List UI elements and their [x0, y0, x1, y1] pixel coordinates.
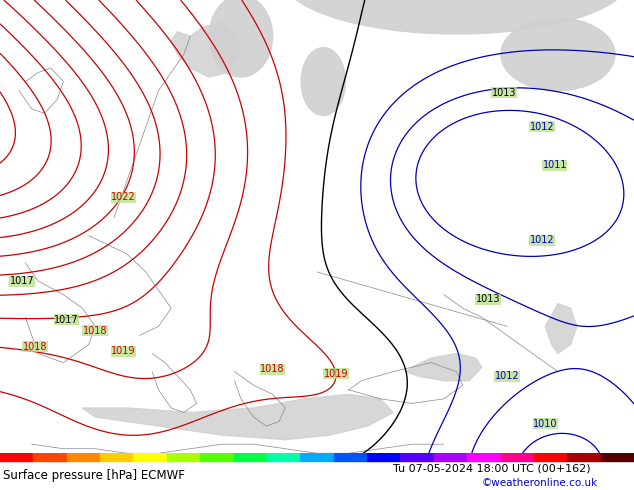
Bar: [434, 453, 467, 461]
Text: 1017: 1017: [55, 315, 79, 324]
Ellipse shape: [301, 48, 346, 116]
Bar: [233, 453, 267, 461]
Text: 1012: 1012: [530, 235, 554, 245]
Bar: [301, 453, 333, 461]
Text: 1017: 1017: [10, 276, 34, 286]
Text: 1011: 1011: [543, 160, 567, 171]
Polygon shape: [545, 304, 577, 354]
Bar: [401, 453, 434, 461]
Text: 1013: 1013: [476, 294, 500, 304]
Bar: [600, 453, 634, 461]
Bar: [367, 453, 401, 461]
Text: 1012: 1012: [530, 122, 554, 132]
Polygon shape: [171, 23, 241, 77]
Bar: [0, 453, 34, 461]
Bar: [500, 453, 534, 461]
Text: Tu 07-05-2024 18:00 UTC (00+162): Tu 07-05-2024 18:00 UTC (00+162): [393, 464, 591, 474]
Text: Surface pressure [hPa] ECMWF: Surface pressure [hPa] ECMWF: [3, 469, 185, 482]
Bar: [134, 453, 167, 461]
Bar: [333, 453, 367, 461]
Text: 1012: 1012: [495, 371, 519, 381]
Text: ©weatheronline.co.uk: ©weatheronline.co.uk: [482, 478, 598, 489]
Ellipse shape: [209, 0, 273, 77]
Bar: [67, 453, 100, 461]
Text: 1010: 1010: [533, 419, 557, 429]
Text: 1018: 1018: [23, 342, 47, 352]
Bar: [534, 453, 567, 461]
Bar: [467, 453, 500, 461]
Text: 1019: 1019: [112, 346, 136, 356]
Bar: [167, 453, 200, 461]
Ellipse shape: [501, 18, 615, 91]
Text: 1018: 1018: [261, 365, 285, 374]
Text: 1019: 1019: [324, 369, 348, 379]
Bar: [267, 453, 301, 461]
Polygon shape: [406, 354, 482, 381]
Bar: [200, 453, 233, 461]
Polygon shape: [82, 394, 393, 440]
Bar: [34, 453, 67, 461]
Text: 1013: 1013: [492, 88, 516, 98]
Bar: [100, 453, 134, 461]
Bar: [567, 453, 600, 461]
Ellipse shape: [282, 0, 631, 34]
Text: 1022: 1022: [111, 192, 136, 202]
Text: 1018: 1018: [83, 326, 107, 336]
